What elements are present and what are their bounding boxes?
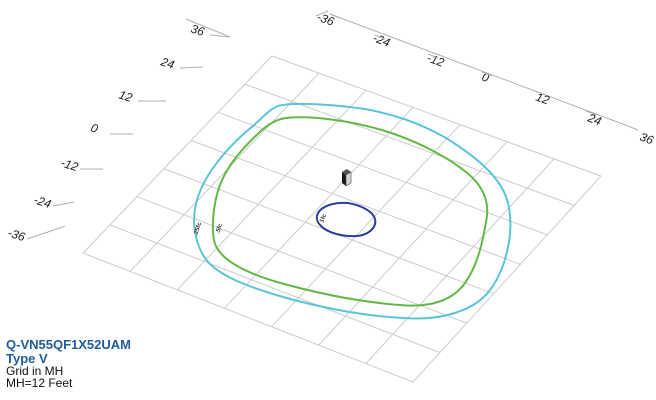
right-axis-line [315,10,329,17]
grid-line [190,139,521,265]
left-tick-label: -36 [6,226,27,245]
grid-line [176,89,367,291]
grid-line [82,55,273,254]
grid-line [271,55,602,177]
right-tick-label: 36 [638,130,656,148]
contour-05fc [211,116,489,307]
contour-label-025fc: .25fc [193,221,203,236]
right-tick-mark [627,125,639,131]
left-tick-label: 0 [89,121,100,136]
left-axis-line [47,225,66,233]
grid-line [271,124,461,328]
left-tick-label: 24 [158,54,176,72]
left-tick-mark [26,231,49,240]
right-tick-label: -36 [315,10,336,29]
left-tick-label: 12 [117,88,134,106]
right-tick-label: 12 [534,90,552,108]
left-tick-mark [209,34,231,38]
contour-1fc [315,201,377,238]
right-tick-label: 0 [480,70,491,86]
grid-line [365,158,555,364]
grid-line [109,224,441,354]
floor-grid [82,55,602,383]
grid-line [136,196,467,324]
right-tick-mark [585,110,597,116]
product-model: Q-VN55QF1X52UAM [6,337,131,352]
left-axis-line [185,18,231,38]
contour-025fc [193,102,512,320]
right-tick-mark [329,13,341,19]
grid-line [412,175,602,383]
grid-note: Grid in MH [6,364,64,378]
fixture-icon [342,169,352,187]
right-tick-mark [534,90,546,96]
right-tick-mark [427,53,439,59]
left-tick-label: 36 [189,22,206,40]
contour-label-1fc: 1fc [319,213,328,224]
mounting-height: MH=12 Feet [6,376,73,390]
contour-label-05fc: .5fc [215,222,224,234]
right-axis-line [329,13,629,127]
left-tick-label: -12 [59,156,80,175]
right-tick-mark [374,34,386,40]
grid-line [244,83,575,206]
grid-line [82,252,414,383]
product-info: Q-VN55QF1X52UAM Type V Grid in MH MH=12 … [6,337,131,390]
grid-line [217,111,548,236]
left-tick-mark [52,201,75,207]
left-tick-label: -24 [32,193,53,212]
grid-line [129,72,320,272]
axis-leader-lines [47,10,629,233]
right-tick-label: -24 [371,31,392,50]
right-tick-label: 24 [585,110,604,128]
left-axis: 36 24 12 0 -12 -24 -36 [6,22,231,245]
left-tick-mark [179,66,204,69]
product-type: Type V [6,351,48,366]
right-tick-mark [481,71,493,77]
